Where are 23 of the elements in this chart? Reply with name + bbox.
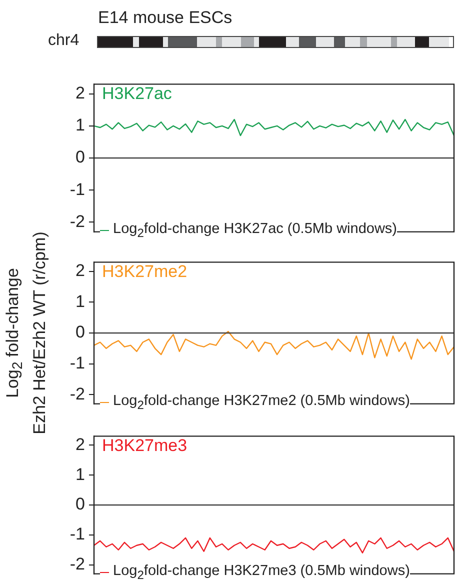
chart-title: H3K27ac	[102, 84, 172, 104]
y-tick-label: 2	[76, 261, 85, 280]
legend-label: Log$_{2}$fold-change H3K27ac (0.5Mb windows)	[113, 221, 397, 240]
y-tick-label: 0	[76, 494, 85, 514]
y-tick-label: 2	[76, 434, 85, 454]
y-tick-label: 2	[76, 84, 85, 103]
y-tick-label: -1	[70, 524, 85, 544]
chart-title: H3K27me2	[102, 262, 188, 282]
legend-label: Log$_{2}$fold-change H3K27me2 (0.5Mb windows)	[113, 393, 410, 412]
y-tick-label: -2	[70, 384, 85, 404]
text: chr4	[48, 32, 80, 50]
legend-label: Log$_{2}$fold-change H3K27me3 (0.5Mb windows)	[113, 563, 410, 582]
y-tick-label: -2	[70, 554, 85, 574]
y-tick-label: -2	[70, 212, 85, 231]
y-tick-label: -1	[70, 180, 85, 199]
chart-title: H3K27me3	[102, 436, 188, 456]
y-tick-label: -1	[70, 353, 85, 372]
text: E14 mouse ESCs	[98, 8, 232, 28]
y-tick-label: 1	[76, 464, 85, 484]
y-tick-label: 0	[76, 322, 85, 342]
y-tick-label: 1	[76, 116, 85, 135]
y-tick-label: 1	[76, 292, 85, 311]
y-tick-label: 0	[76, 148, 85, 167]
